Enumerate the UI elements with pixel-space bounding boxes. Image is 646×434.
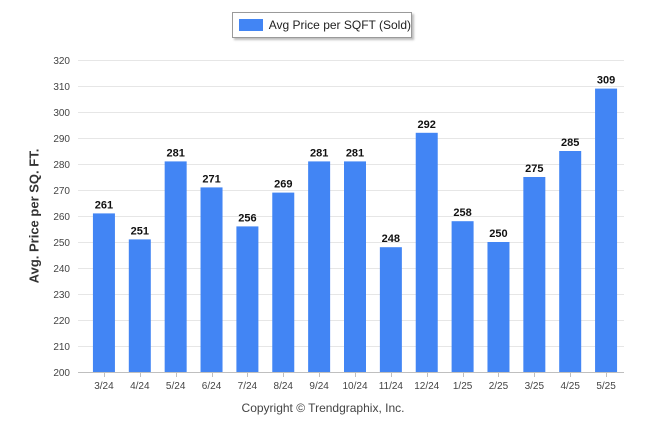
data-label: 309 xyxy=(597,75,615,87)
x-tick-label: 9/24 xyxy=(309,381,329,392)
bar xyxy=(200,187,223,372)
data-label: 285 xyxy=(561,137,579,149)
y-tick-label: 320 xyxy=(53,56,70,67)
x-tick-label: 4/25 xyxy=(560,381,580,392)
x-tick-label: 5/24 xyxy=(166,381,186,392)
bar xyxy=(451,221,474,372)
bar xyxy=(92,213,115,372)
x-tick-label: 8/24 xyxy=(274,381,294,392)
y-tick-label: 260 xyxy=(53,212,70,223)
bar xyxy=(308,161,331,372)
y-tick-label: 270 xyxy=(53,186,70,197)
x-tick-label: 3/25 xyxy=(525,381,545,392)
x-tick-label: 11/24 xyxy=(379,381,404,392)
data-label: 248 xyxy=(382,233,400,245)
y-tick-label: 230 xyxy=(53,290,70,301)
legend: Avg Price per SQFT (Sold) xyxy=(232,12,412,38)
bar xyxy=(595,88,618,372)
legend-label: Avg Price per SQFT (Sold) xyxy=(268,18,411,32)
x-tick-label: 4/24 xyxy=(130,381,150,392)
y-axis-ticks: 200 210 220 230 240 250 260 270 280 290 300 310 320 xyxy=(53,56,70,379)
data-label: 275 xyxy=(525,163,543,175)
y-tick-label: 300 xyxy=(53,108,70,119)
data-label: 261 xyxy=(95,199,113,211)
bar xyxy=(164,161,187,372)
x-tick-label: 10/24 xyxy=(342,381,367,392)
y-tick-label: 310 xyxy=(53,82,70,93)
data-label: 271 xyxy=(202,173,220,185)
y-tick-label: 200 xyxy=(53,368,70,379)
bars xyxy=(92,88,618,372)
data-label: 281 xyxy=(166,147,184,159)
data-label: 292 xyxy=(418,119,436,131)
bar xyxy=(559,151,582,372)
bar xyxy=(236,226,259,372)
data-label: 281 xyxy=(346,147,364,159)
y-axis-label: Avg. Price per SQ. FT. xyxy=(26,148,42,284)
bar xyxy=(523,177,546,372)
x-tick-label: 5/25 xyxy=(596,381,616,392)
y-tick-label: 250 xyxy=(53,238,70,249)
x-tick-label: 2/25 xyxy=(489,381,509,392)
y-tick-label: 280 xyxy=(53,160,70,171)
data-label: 256 xyxy=(238,212,256,224)
y-tick-label: 240 xyxy=(53,264,70,275)
bar xyxy=(344,161,366,372)
y-tick-label: 210 xyxy=(53,342,70,353)
bar xyxy=(415,132,438,372)
data-label: 251 xyxy=(131,225,149,237)
data-label: 258 xyxy=(453,207,471,219)
bar xyxy=(128,239,151,372)
x-tick-label: 1/25 xyxy=(453,381,473,392)
y-tick-label: 290 xyxy=(53,134,70,145)
bar xyxy=(379,247,402,372)
x-tick-label: 6/24 xyxy=(202,381,222,392)
copyright-footer: Copyright © Trendgraphix, Inc. xyxy=(241,401,405,415)
data-label: 250 xyxy=(489,228,507,240)
legend-swatch xyxy=(239,19,263,31)
x-tick-label: 3/24 xyxy=(94,381,114,392)
data-label: 269 xyxy=(274,179,292,191)
y-tick-label: 220 xyxy=(53,316,70,327)
bar xyxy=(487,242,510,372)
x-tick-label: 12/24 xyxy=(414,381,439,392)
x-axis-ticks: 3/24 4/24 5/24 6/24 7/24 8/24 9/24 10/24 11/24 12… xyxy=(94,372,616,392)
x-tick-label: 7/24 xyxy=(238,381,258,392)
bar xyxy=(272,192,295,372)
data-label: 281 xyxy=(310,147,328,159)
data-labels: 261 251 281 271 256 269 281 281 248 292 258 250 275 2… xyxy=(95,75,615,246)
